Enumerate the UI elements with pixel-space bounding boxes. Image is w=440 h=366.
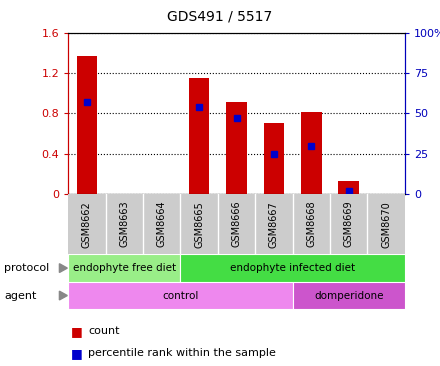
Text: count: count — [88, 326, 120, 336]
Text: GSM8662: GSM8662 — [82, 201, 92, 247]
Text: GSM8669: GSM8669 — [344, 201, 354, 247]
Bar — [68, 282, 293, 309]
Text: control: control — [162, 291, 198, 300]
Text: percentile rank within the sample: percentile rank within the sample — [88, 348, 276, 358]
Text: GSM8663: GSM8663 — [119, 201, 129, 247]
Bar — [293, 282, 405, 309]
Polygon shape — [59, 264, 67, 273]
Text: ■: ■ — [70, 325, 82, 338]
Text: GSM8664: GSM8664 — [157, 201, 167, 247]
Text: ■: ■ — [70, 347, 82, 360]
Bar — [338, 181, 359, 194]
Bar — [301, 112, 322, 194]
Text: GSM8667: GSM8667 — [269, 201, 279, 247]
Bar — [226, 102, 247, 194]
Bar — [77, 56, 97, 194]
Text: GSM8668: GSM8668 — [306, 201, 316, 247]
Bar — [189, 78, 209, 194]
Text: endophyte infected diet: endophyte infected diet — [230, 263, 355, 273]
Text: GDS491 / 5517: GDS491 / 5517 — [167, 9, 273, 23]
Polygon shape — [59, 291, 67, 300]
Text: GSM8666: GSM8666 — [231, 201, 242, 247]
Text: agent: agent — [4, 291, 37, 300]
Bar — [68, 254, 180, 282]
Text: endophyte free diet: endophyte free diet — [73, 263, 176, 273]
Text: domperidone: domperidone — [314, 291, 383, 300]
Bar — [264, 123, 284, 194]
Text: GSM8670: GSM8670 — [381, 201, 391, 247]
Text: protocol: protocol — [4, 263, 50, 273]
Bar — [180, 254, 405, 282]
Text: GSM8665: GSM8665 — [194, 201, 204, 247]
